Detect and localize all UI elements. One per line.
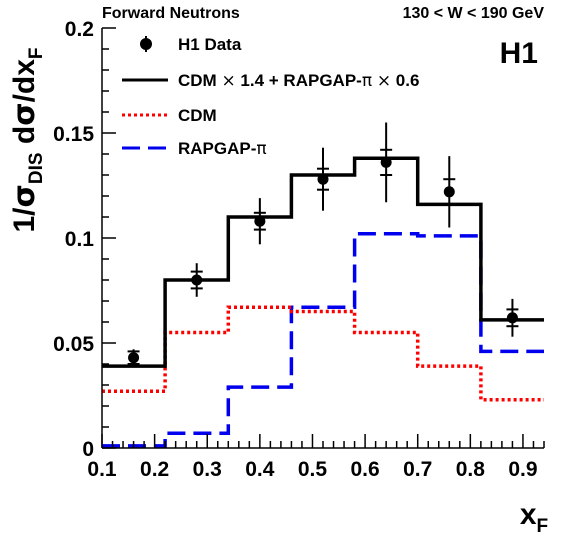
step-line-3 bbox=[102, 232, 544, 448]
legend: H1 Data CDM × 1.4 + RAPGAP-π × 0.6 CDM R… bbox=[122, 35, 419, 159]
x-tick-label: 0.6 bbox=[350, 458, 379, 481]
data-point bbox=[506, 312, 518, 324]
data-point bbox=[317, 173, 329, 185]
x-tick-label: 0.7 bbox=[403, 458, 432, 481]
legend-label-cdm: CDM bbox=[178, 106, 217, 125]
x-tick-label: 0.3 bbox=[193, 458, 222, 481]
x-tick-label: 0.9 bbox=[508, 458, 537, 481]
data-point bbox=[380, 156, 392, 168]
legend-label-sum: CDM × 1.4 + RAPGAP-π × 0.6 bbox=[178, 71, 419, 91]
data-point bbox=[128, 352, 140, 364]
y-tick-label: 0.1 bbox=[65, 228, 95, 251]
x-tick-label: 0.8 bbox=[456, 458, 486, 481]
header-right: 130 < W < 190 GeV bbox=[403, 5, 545, 22]
experiment-label: H1 bbox=[500, 37, 538, 70]
data-point bbox=[443, 186, 455, 198]
x-tick-label: 0.1 bbox=[87, 458, 117, 481]
y-tick-label: 0 bbox=[82, 438, 94, 461]
y-tick-label: 0.2 bbox=[65, 18, 94, 41]
step-line-2 bbox=[102, 305, 544, 402]
x-tick-label: 0.2 bbox=[140, 458, 169, 481]
x-tick-label: 0.4 bbox=[245, 458, 275, 481]
y-tick-label: 0.05 bbox=[53, 333, 94, 356]
y-axis-title: 1/σDIS dσ/dxF bbox=[7, 47, 47, 232]
legend-label-data: H1 Data bbox=[178, 35, 242, 54]
x-tick-label: 0.5 bbox=[298, 458, 328, 481]
y-tick-label: 0.15 bbox=[53, 123, 94, 146]
data-point bbox=[254, 215, 266, 227]
legend-label-rapgap: RAPGAP-π bbox=[178, 139, 267, 159]
header-left: Forward Neutrons bbox=[102, 5, 240, 22]
x-axis-title: xF bbox=[520, 498, 548, 537]
data-point bbox=[191, 274, 203, 286]
